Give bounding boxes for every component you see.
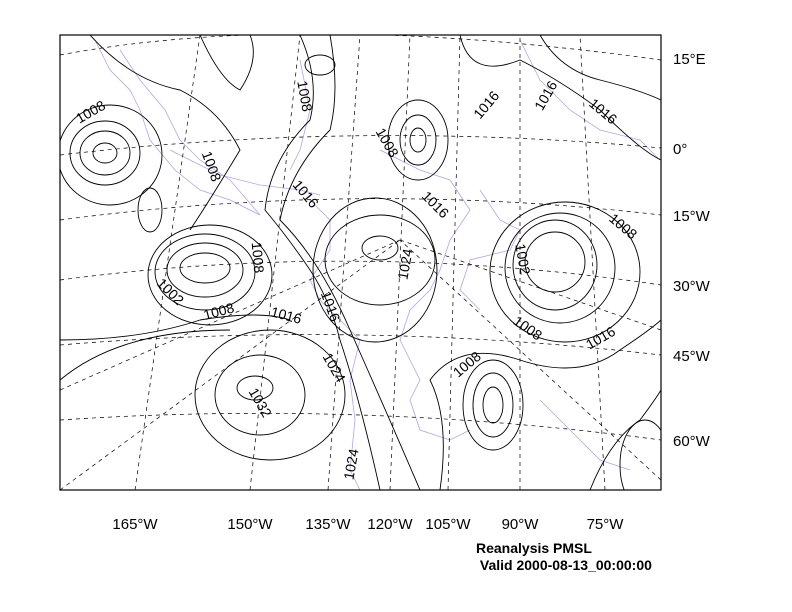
lat-label: 60°W [673,433,711,450]
lat-label: 15°W [673,208,711,225]
lat-label: 30°W [673,278,711,295]
lat-label: 0° [673,141,687,158]
caption-valid-time: Valid 2000-08-13_00:00:00 [476,557,652,573]
plot-frame [59,34,662,491]
contour-label: 1008 [202,299,236,323]
isobars [60,35,661,490]
contour-label: 1008 [450,348,484,380]
lon-label: 105°W [425,516,471,533]
contour-label: 1032 [246,385,276,420]
contour-label: 1024 [340,447,361,481]
contour-label: 1008 [249,241,268,274]
contour-label: 1016 [290,177,322,211]
latitude-labels: 15°E 0° 15°W 30°W 45°W 60°W [673,51,711,450]
lon-label: 75°W [587,516,625,533]
lon-label: 90°W [502,516,540,533]
caption-title: Reanalysis PMSL [476,540,592,556]
lon-label: 165°W [112,516,158,533]
contour-label: 1002 [512,242,533,276]
lon-label: 150°W [227,516,273,533]
lon-label: 120°W [367,516,413,533]
contour-label: 1008 [73,97,108,127]
longitude-labels: 165°W 150°W 135°W 120°W 105°W 90°W 75°W [112,516,624,533]
contour-label: 1008 [606,210,640,242]
contour-label: 1016 [470,88,502,122]
coastlines [94,39,661,490]
contour-label: 1024 [394,247,415,281]
contour-label: 1008 [511,312,546,343]
lat-label: 45°W [673,348,711,365]
contour-label: 1016 [531,78,561,113]
contour-label: 1016 [586,95,620,127]
contour-label: 1016 [419,188,452,221]
contour-label: 1016 [583,323,618,353]
contour-labels: 1008 1008 1008 1016 1008 1002 1008 1016 … [73,78,640,481]
lon-label: 135°W [305,516,351,533]
contour-label: 1016 [269,303,303,327]
lat-label: 15°E [673,51,706,68]
contour-label: 1008 [294,79,315,113]
contour-label: 1008 [373,125,403,160]
